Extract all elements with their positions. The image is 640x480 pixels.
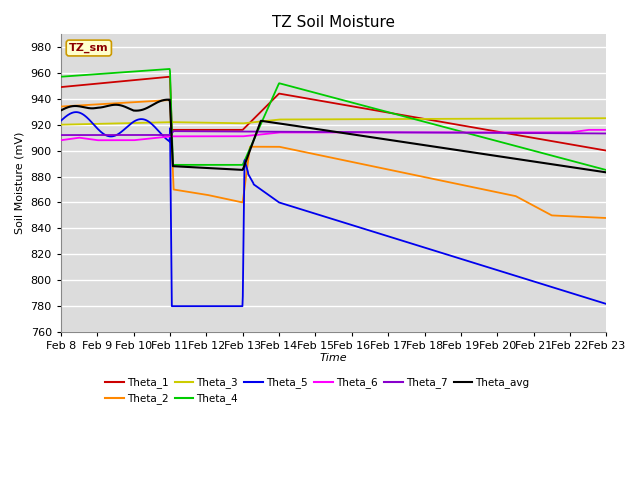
X-axis label: Time: Time [320,352,348,362]
Text: TZ_sm: TZ_sm [69,43,109,53]
Y-axis label: Soil Moisture (mV): Soil Moisture (mV) [15,132,25,234]
Title: TZ Soil Moisture: TZ Soil Moisture [272,15,395,30]
Legend: Theta_1, Theta_2, Theta_3, Theta_4, Theta_5, Theta_6, Theta_7, Theta_avg: Theta_1, Theta_2, Theta_3, Theta_4, Thet… [100,373,534,408]
